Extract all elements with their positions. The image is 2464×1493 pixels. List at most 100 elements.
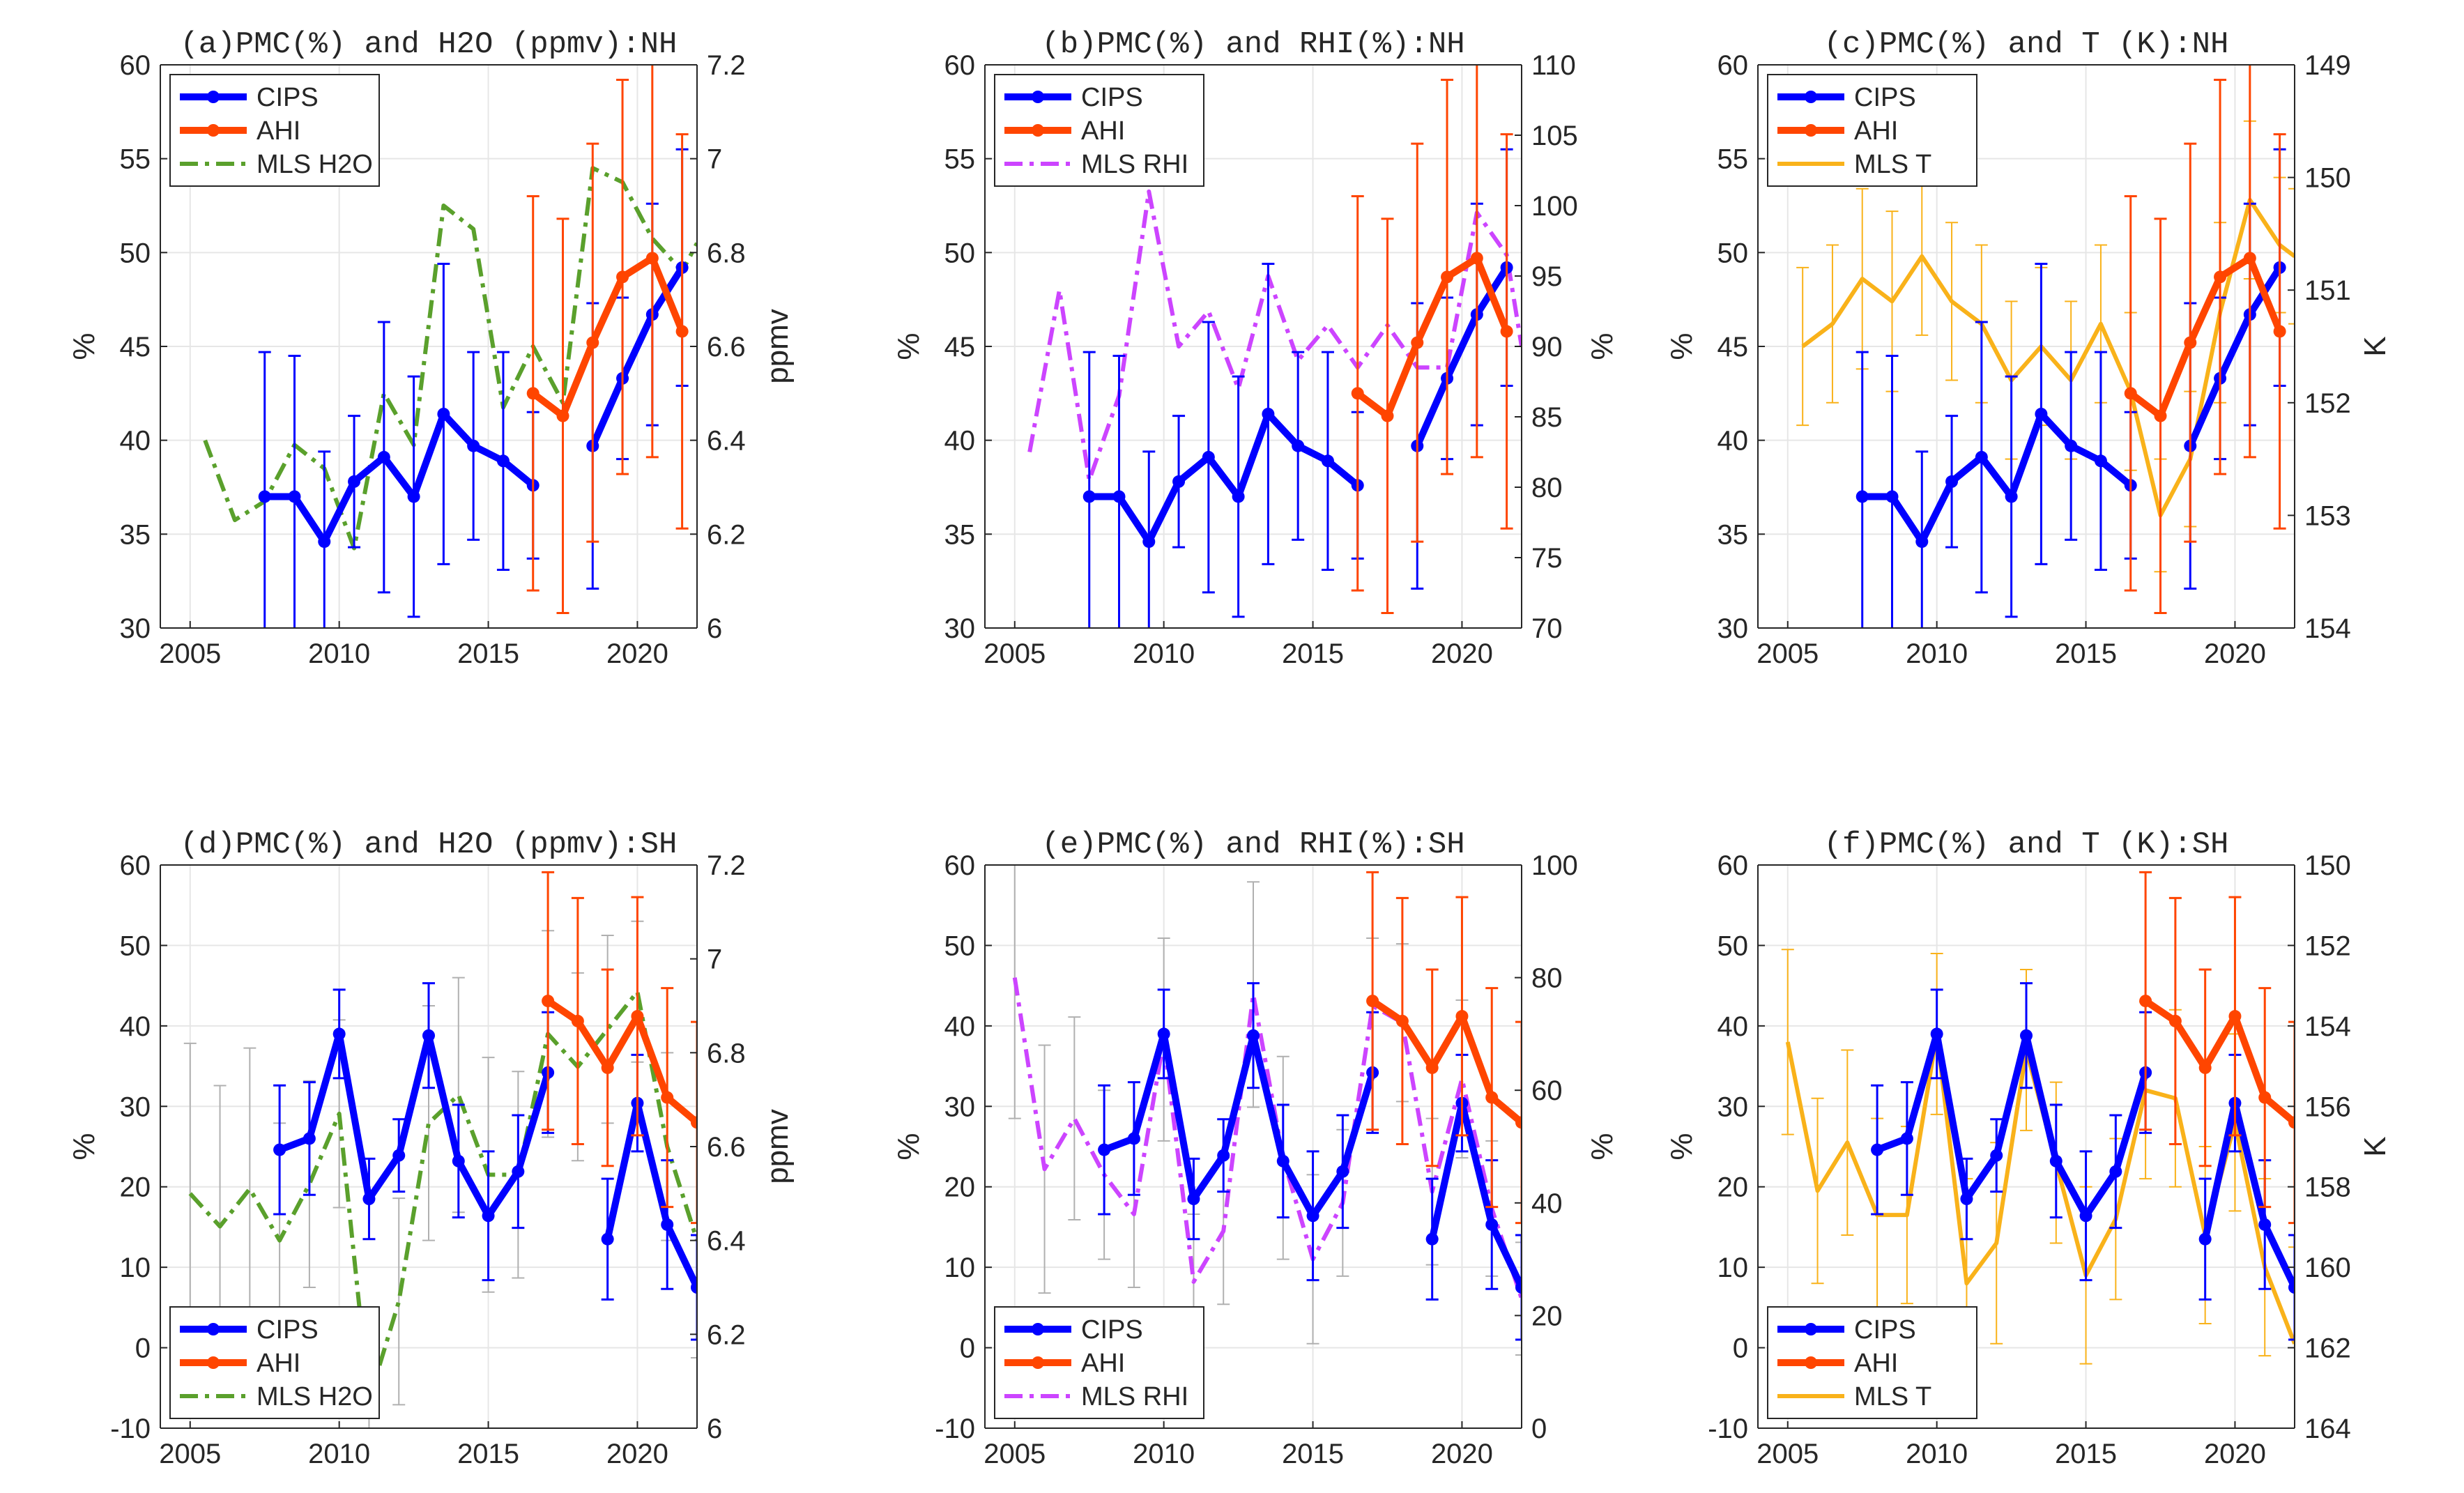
y2-tick-label: 6.4 (707, 1226, 746, 1257)
y2-tick-label: 7 (707, 144, 722, 175)
x-tick-label: 2015 (1282, 638, 1344, 669)
y2-tick-label: 75 (1531, 543, 1563, 574)
series-line (604, 1099, 697, 1289)
y-tick-label: 50 (120, 931, 151, 961)
chart-title: (a)PMC(%) and H2O (ppmv):NH (181, 27, 678, 62)
legend-label: MLS T (1854, 150, 1931, 179)
data-point (1900, 1132, 1913, 1145)
y-tick-label: 50 (944, 931, 976, 961)
data-point (1172, 475, 1186, 488)
legend-marker (1805, 1323, 1817, 1335)
data-point (496, 454, 510, 468)
y-axis-label: % (67, 1133, 101, 1160)
series-line (2201, 1099, 2295, 1289)
y-tick-label: 10 (120, 1253, 151, 1283)
axes: 2005 2010 2015 2020 -10 0 10 20 30 40 50 60 150 152 15… (1708, 850, 2351, 1469)
legend-label: MLS RHI (1081, 150, 1188, 179)
x-tick-label: 2015 (2055, 638, 2117, 669)
y2-tick-label: 90 (1531, 332, 1563, 362)
data-point (1470, 252, 1483, 265)
chart-title: (b)PMC(%) and RHI(%):NH (1041, 27, 1464, 62)
data-point (1098, 1143, 1111, 1156)
data-point (1366, 995, 1379, 1008)
data-point (2154, 409, 2167, 422)
x-tick-label: 2005 (984, 1439, 1046, 1469)
series-line (1862, 410, 2133, 546)
data-point (631, 1010, 644, 1023)
panel-e: 2005 2010 2015 2020 -10 0 10 20 30 40 50 60 0 20 40 60 8… (892, 827, 1619, 1469)
data-point (691, 1281, 697, 1294)
legend-label: CIPS (257, 1315, 319, 1345)
y-tick-label: 30 (944, 1092, 976, 1122)
legend-marker (1805, 124, 1817, 137)
data-point (1441, 270, 1454, 284)
y2-tick-label: 7.2 (707, 50, 746, 81)
legend: CIPS AHI MLS H2O (169, 74, 380, 187)
data-point (1425, 1232, 1439, 1246)
data-point (2288, 1116, 2295, 1129)
y-axis-label: % (1665, 332, 1699, 360)
data-point (2168, 1014, 2182, 1027)
data-point (526, 387, 540, 400)
y-tick-label: 55 (120, 144, 151, 175)
data-point (691, 1116, 697, 1129)
legend: CIPS AHI MLS RHI (994, 1306, 1204, 1419)
panel-b: 2005 2010 2015 2020 30 35 40 45 50 55 60 70 75 80 85 90… (892, 27, 1619, 669)
legend-marker (1032, 91, 1044, 103)
data-point (1945, 475, 1959, 488)
y2-tick-label: 6.2 (707, 1319, 746, 1350)
y-tick-label: 50 (1717, 238, 1749, 268)
panel-d: 2005 2010 2015 2020 -10 0 10 20 30 40 50 60 6 6.2 6.4 6… (67, 827, 795, 1469)
y2-tick-label: 6.6 (707, 332, 746, 362)
legend: CIPS AHI MLS RHI (994, 74, 1204, 187)
legend-label: MLS H2O (257, 1382, 373, 1411)
data-point (452, 1154, 465, 1167)
legend-marker (1032, 1323, 1044, 1335)
x-tick-label: 2015 (2055, 1439, 2117, 1469)
data-point (2258, 1091, 2272, 1104)
data-point (1157, 1027, 1170, 1041)
y2-axis-label: K (2358, 1136, 2392, 1156)
y2-tick-label: 162 (2304, 1333, 2351, 1364)
data-point (616, 270, 629, 284)
x-tick-label: 2010 (308, 1439, 370, 1469)
legend-label: AHI (257, 116, 300, 146)
panel-f: 2005 2010 2015 2020 -10 0 10 20 30 40 50 60 150 152 15… (1665, 827, 2392, 1469)
series-ahi (542, 871, 697, 1225)
y-tick-label: 45 (944, 332, 976, 362)
series-ahi (526, 65, 689, 614)
series-line (1801, 197, 2295, 518)
y2-tick-label: 152 (2304, 931, 2351, 961)
y2-tick-label: 7.2 (707, 850, 746, 881)
data-point (1187, 1193, 1200, 1206)
y2-tick-label: 6.4 (707, 426, 746, 457)
chart-title: (d)PMC(%) and H2O (ppmv):SH (181, 827, 678, 862)
data-point (1960, 1193, 1973, 1206)
data-point (437, 407, 450, 420)
y-tick-label: 55 (944, 144, 976, 175)
data-point (1500, 325, 1513, 338)
data-point (392, 1149, 406, 1162)
series-mls-rhi (1027, 189, 1522, 482)
y2-tick-label: 164 (2304, 1414, 2351, 1444)
data-point (258, 490, 271, 503)
legend-label: CIPS (1854, 83, 1916, 112)
plot-content (1008, 865, 1522, 1356)
data-point (1276, 1154, 1290, 1167)
data-point (1425, 1061, 1439, 1074)
series-line (1103, 1030, 1376, 1220)
y-tick-label: 40 (944, 426, 976, 457)
data-point (2065, 439, 2078, 452)
data-point (1411, 336, 1424, 349)
data-point (1855, 490, 1869, 503)
series-cips (1871, 982, 2295, 1341)
data-point (2214, 270, 2227, 284)
data-point (2079, 1209, 2092, 1223)
data-point (2288, 1281, 2295, 1294)
data-point (303, 1132, 316, 1145)
y-axis-label: % (892, 332, 926, 360)
data-point (2035, 407, 2048, 420)
y2-tick-label: 0 (1531, 1414, 1547, 1444)
data-point (1915, 535, 1929, 549)
y2-tick-label: 6.6 (707, 1132, 746, 1163)
